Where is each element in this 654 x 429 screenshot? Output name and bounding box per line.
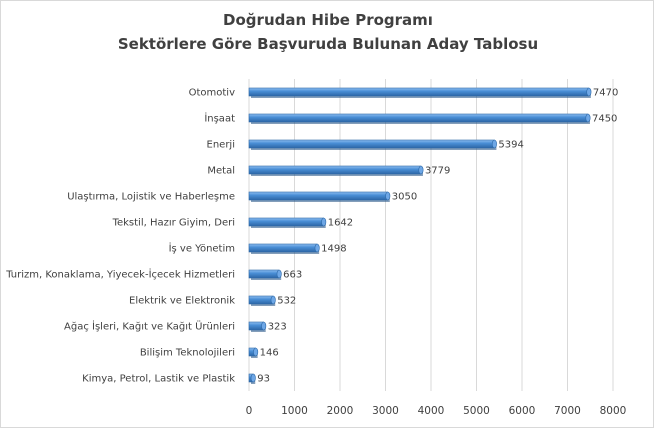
x-tick-label: 4000 (418, 405, 445, 417)
x-tick-label: 7000 (554, 405, 581, 417)
bar (248, 347, 259, 358)
x-tick-label: 1000 (281, 405, 308, 417)
bar (248, 217, 327, 228)
x-tick-label-layer: 0 1000 2000 3000 4000 5000 6000 7000 8000 (246, 405, 627, 417)
data-label: 7470 (593, 88, 618, 99)
category-label: İnşaat (204, 112, 235, 125)
bar (248, 165, 424, 176)
data-label: 3050 (392, 192, 417, 203)
category-label: Ağaç İşleri, Kağıt ve Kağıt Ürünleri (64, 320, 235, 333)
chart-title-line-1: Doğrudan Hibe Programı (223, 11, 433, 29)
x-tick-label: 6000 (509, 405, 536, 417)
data-label: 532 (277, 296, 296, 307)
category-label: Enerji (207, 140, 235, 151)
x-tick-label: 5000 (463, 405, 490, 417)
bar (248, 191, 391, 202)
bar-layer (248, 87, 592, 384)
bar (248, 87, 592, 98)
category-label: Metal (207, 166, 235, 177)
data-label: 323 (268, 322, 287, 333)
bar (248, 113, 591, 124)
data-label: 1642 (328, 218, 353, 229)
data-label: 146 (260, 348, 279, 359)
grid-layer (248, 79, 614, 391)
data-label: 5394 (498, 140, 523, 151)
x-tick-label: 3000 (372, 405, 399, 417)
bar (248, 373, 256, 384)
bar (248, 321, 267, 332)
data-label: 663 (283, 270, 302, 281)
bar (248, 269, 282, 280)
data-label: 1498 (321, 244, 346, 255)
category-label: Bilişim Teknolojileri (140, 348, 235, 359)
category-label-layer: Otomotiv İnşaat Enerji Metal Ulaştırma, Loji… (5, 88, 235, 385)
bar (248, 243, 320, 254)
x-tick-label: 0 (246, 405, 253, 417)
category-label: Otomotiv (189, 88, 235, 99)
data-label: 93 (257, 374, 270, 385)
x-tick-label: 2000 (327, 405, 354, 417)
category-label: Turizm, Konaklama, Yiyecek-İçecek Hizmet… (5, 268, 235, 281)
data-label: 7450 (592, 114, 617, 125)
data-label: 3779 (425, 166, 450, 177)
category-label: Tekstil, Hazır Giyim, Deri (112, 218, 235, 229)
data-label-layer: 7470 7450 5394 3779 3050 1642 1498 663 532 323 146… (257, 88, 618, 385)
category-label: Elektrik ve Elektronik (129, 296, 235, 307)
category-label: Ulaştırma, Lojistik ve Haberleşme (67, 192, 235, 203)
bar (248, 295, 276, 306)
x-tick-label: 8000 (600, 405, 627, 417)
bar (248, 139, 497, 150)
category-label: Kimya, Petrol, Lastik ve Plastik (82, 374, 235, 385)
chart-title-line-2: Sektörlere Göre Başvuruda Bulunan Aday T… (117, 35, 539, 53)
category-label: İş ve Yönetim (169, 242, 235, 255)
